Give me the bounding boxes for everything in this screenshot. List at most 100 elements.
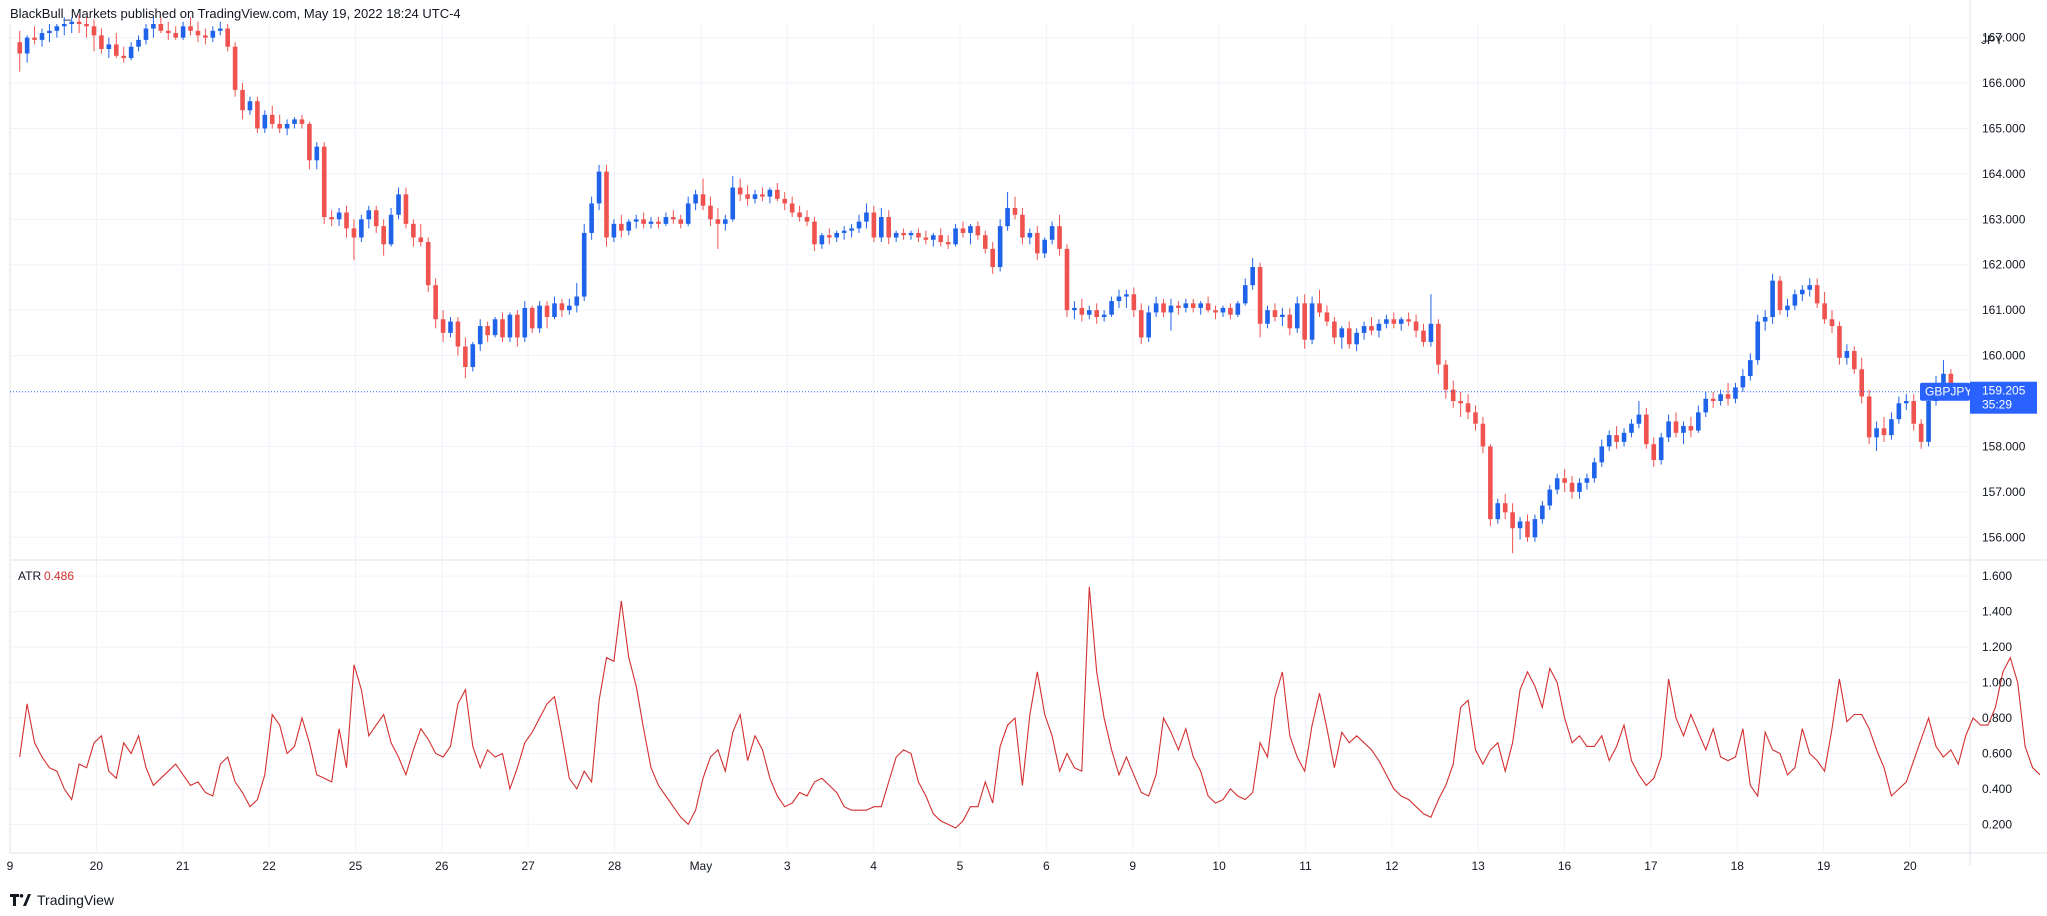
candle-body [1339,328,1345,338]
candle [1688,416,1694,438]
candle [1666,414,1671,442]
candle-body [1406,319,1411,322]
price-tick-label: 160.000 [1982,349,2026,363]
candle-body [1272,310,1278,317]
candle-body [901,232,906,236]
candle [1116,289,1122,308]
candle-body [730,187,736,220]
symbol-label: GBPJPY [1925,385,1972,399]
candle [262,110,268,134]
candle-body [619,223,624,231]
candle-body [1851,351,1857,370]
candle-body [804,217,810,222]
candle [893,230,899,243]
candle-body [1547,489,1553,506]
candle-body [1235,303,1241,315]
candle [1889,412,1894,440]
candle-body [789,203,795,213]
atr-series [19,586,2041,829]
candle-body [982,235,988,249]
candle [663,212,669,227]
tradingview-brand[interactable]: TradingView [10,892,114,908]
candle-body [1413,321,1419,331]
candle [1153,296,1159,317]
candle-body [1190,303,1196,308]
candle-body [277,123,282,129]
atr-indicator-name[interactable]: ATR [18,569,41,583]
candle-body [418,237,424,243]
time-tick-label: 5 [957,859,964,873]
candle [470,341,476,372]
time-tick-label: 17 [1644,859,1658,873]
candle [1242,278,1248,306]
candle [1517,516,1523,540]
candle [1577,478,1582,499]
candle-body [336,212,342,220]
candle-body [210,30,216,38]
candle [671,210,676,224]
candle [648,217,654,229]
candle-body [841,230,847,233]
candle [1770,273,1775,324]
candle-body [1903,401,1909,404]
candle-body [1733,387,1738,399]
candle-body [1688,426,1694,431]
candle-body [106,44,112,49]
candle-body [247,101,253,111]
candle-body [604,171,609,238]
candle [1837,321,1842,365]
candle [143,24,149,45]
candle-body [589,203,594,233]
atr-axis[interactable]: 1.600 1.400 1.200 1.000 0.800 0.600 0.400 0.200 [1982,569,2012,831]
candle-body [1213,310,1218,313]
candle [611,219,617,243]
candle-body [1755,321,1761,361]
candle [1250,257,1255,290]
candle [1762,310,1768,331]
time-axis[interactable]: 9 20 21 22 25 26 27 28 May 3 4 5 6 9 10 11 12 13 16 17 18 19 2… [7,859,1917,873]
candle [329,210,334,227]
time-tick-label: 16 [1558,859,1572,873]
candle-body [1346,328,1352,345]
candle-body [128,46,134,59]
candle [1918,419,1924,449]
candle-body [1458,401,1463,404]
candle [1532,514,1538,542]
price-axis[interactable]: 167.000 166.000 165.000 164.000 163.000 162.0… [1982,31,2026,545]
candle-body [240,89,245,111]
candle-body [812,221,817,245]
candle-body [938,235,944,243]
price-tick-label: 157.000 [1982,485,2026,499]
candle-body [1317,303,1322,313]
candle-body [1124,294,1129,297]
candle [225,24,230,52]
candle-body [225,28,230,47]
candle [210,26,216,43]
candle [1502,494,1508,520]
candle [745,185,750,206]
candle [923,230,929,245]
candle [1851,346,1857,374]
time-tick-label: 6 [1043,859,1050,873]
time-tick-label: 20 [1903,859,1917,873]
candle [797,205,802,222]
candle-body [1844,351,1850,358]
candle-body [1116,296,1122,302]
candle [775,182,780,202]
candle [1673,412,1679,438]
candle [1421,323,1426,347]
candle-body [1889,419,1894,436]
candle-body [916,232,921,238]
candle [589,196,594,240]
candle-body [1918,423,1924,442]
candle-body [1421,330,1426,342]
candle-body [1510,512,1515,529]
candle [321,142,327,224]
time-tick-label: 3 [784,859,791,873]
candle [359,214,364,243]
candle-body [1532,519,1538,538]
candle-body [195,30,201,36]
candle-body [1866,396,1872,438]
candle [217,21,223,36]
candle-body [321,146,327,218]
